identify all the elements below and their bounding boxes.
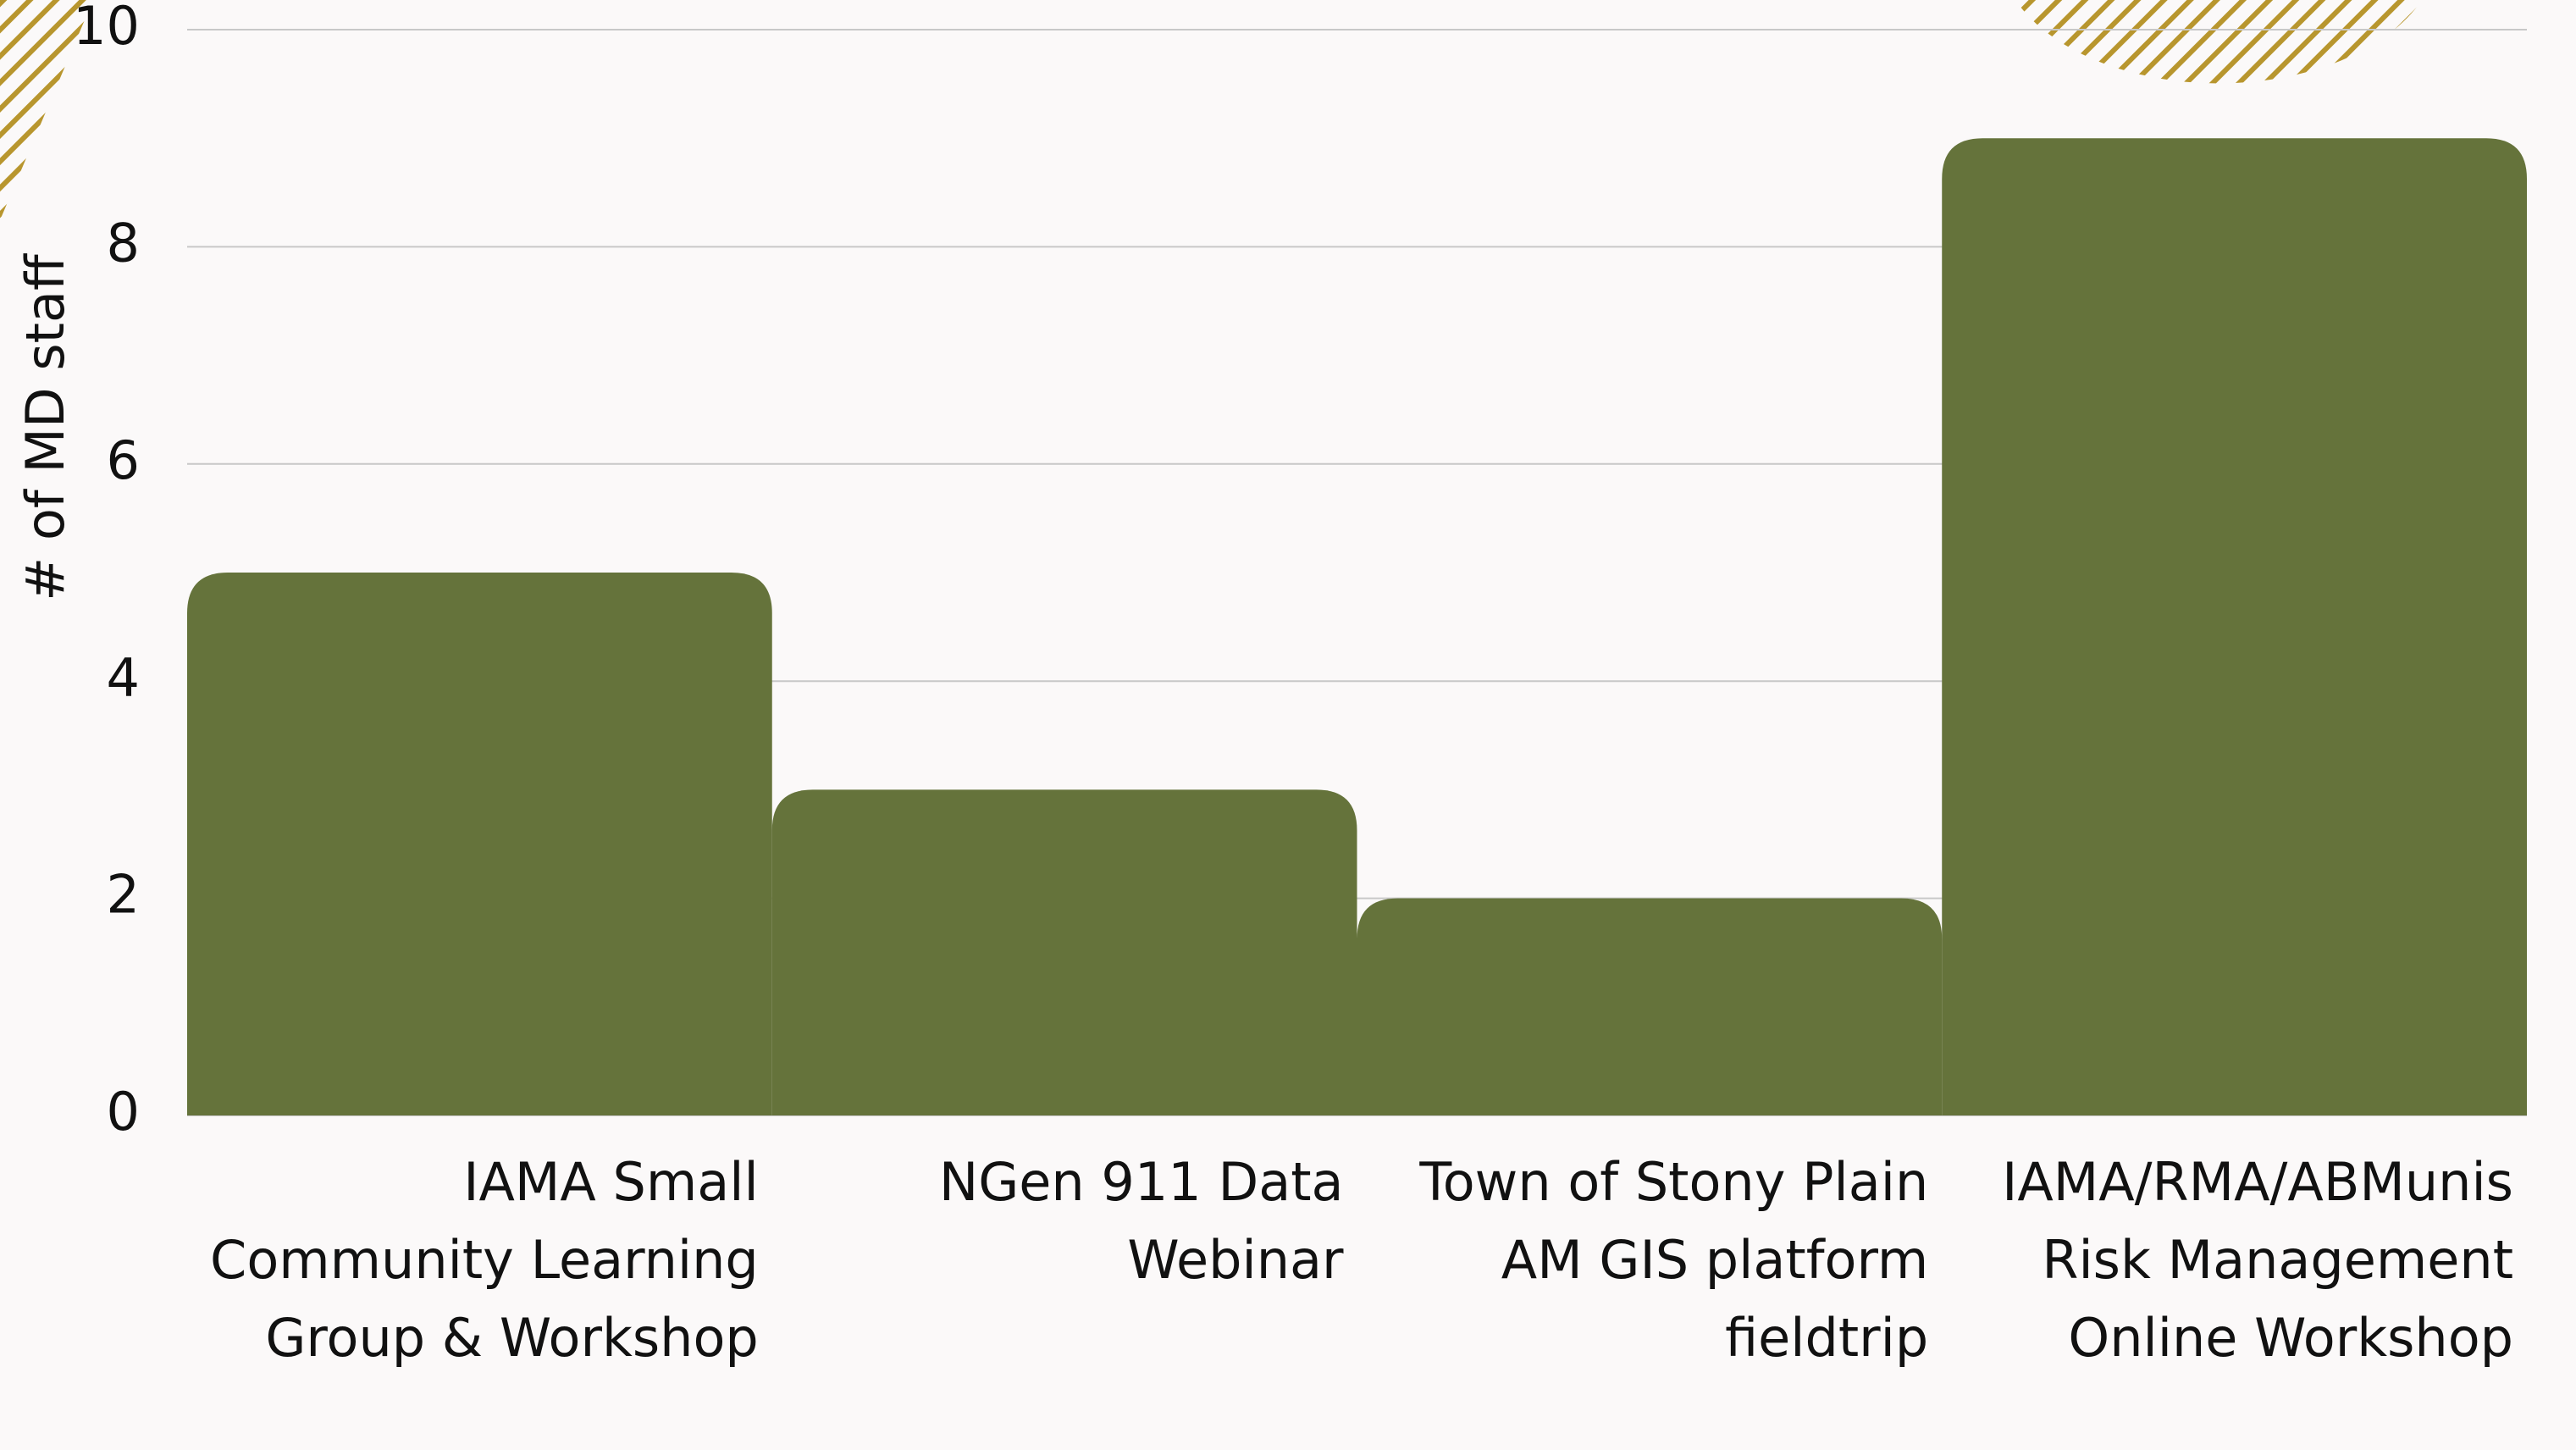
x-tick-label: NGen 911 Data Webinar	[939, 1151, 1344, 1291]
bar	[772, 789, 1357, 1115]
bar	[187, 573, 772, 1115]
decoration	[2015, 0, 2422, 85]
x-tick-label: IAMA Small Community Learning Group & Work…	[210, 1151, 759, 1369]
x-tick-label: Town of Stony Plain AM GIS platform fieldt…	[1418, 1151, 1928, 1369]
bar	[1942, 138, 2527, 1115]
label-line: IAMA Small	[463, 1151, 759, 1213]
y-tick-label: 10	[73, 0, 140, 57]
y-axis-label: # of MD staff	[14, 253, 76, 601]
label-line: IAMA/RMA/ABMunis	[2002, 1151, 2513, 1213]
label-line: Group & Workshop	[265, 1307, 758, 1369]
bars	[187, 138, 2527, 1115]
y-tick-label: 4	[107, 646, 140, 708]
chart: # of MD staff 0 2 4 6 8 10 IAMA Small Community…	[0, 0, 2576, 1450]
label-line: AM GIS platform	[1501, 1229, 1928, 1291]
page: # of MD staff 0 2 4 6 8 10 IAMA Small Community…	[0, 0, 2576, 1450]
label-line: Online Workshop	[2068, 1307, 2513, 1369]
y-tick-label: 8	[107, 212, 140, 274]
label-line: Webinar	[1127, 1229, 1344, 1291]
bar	[1357, 899, 1943, 1115]
label-line: Community Learning	[210, 1229, 759, 1291]
label-line: Town of Stony Plain	[1418, 1151, 1928, 1213]
label-line: fieldtrip	[1725, 1307, 1928, 1369]
y-tick-label: 0	[107, 1081, 140, 1143]
y-tick-label: 6	[107, 429, 140, 491]
x-tick-label: IAMA/RMA/ABMunis Risk Management Online Wo…	[2002, 1151, 2513, 1369]
y-tick-label: 2	[107, 864, 140, 926]
label-line: Risk Management	[2042, 1229, 2513, 1291]
label-line: NGen 911 Data	[939, 1151, 1344, 1213]
